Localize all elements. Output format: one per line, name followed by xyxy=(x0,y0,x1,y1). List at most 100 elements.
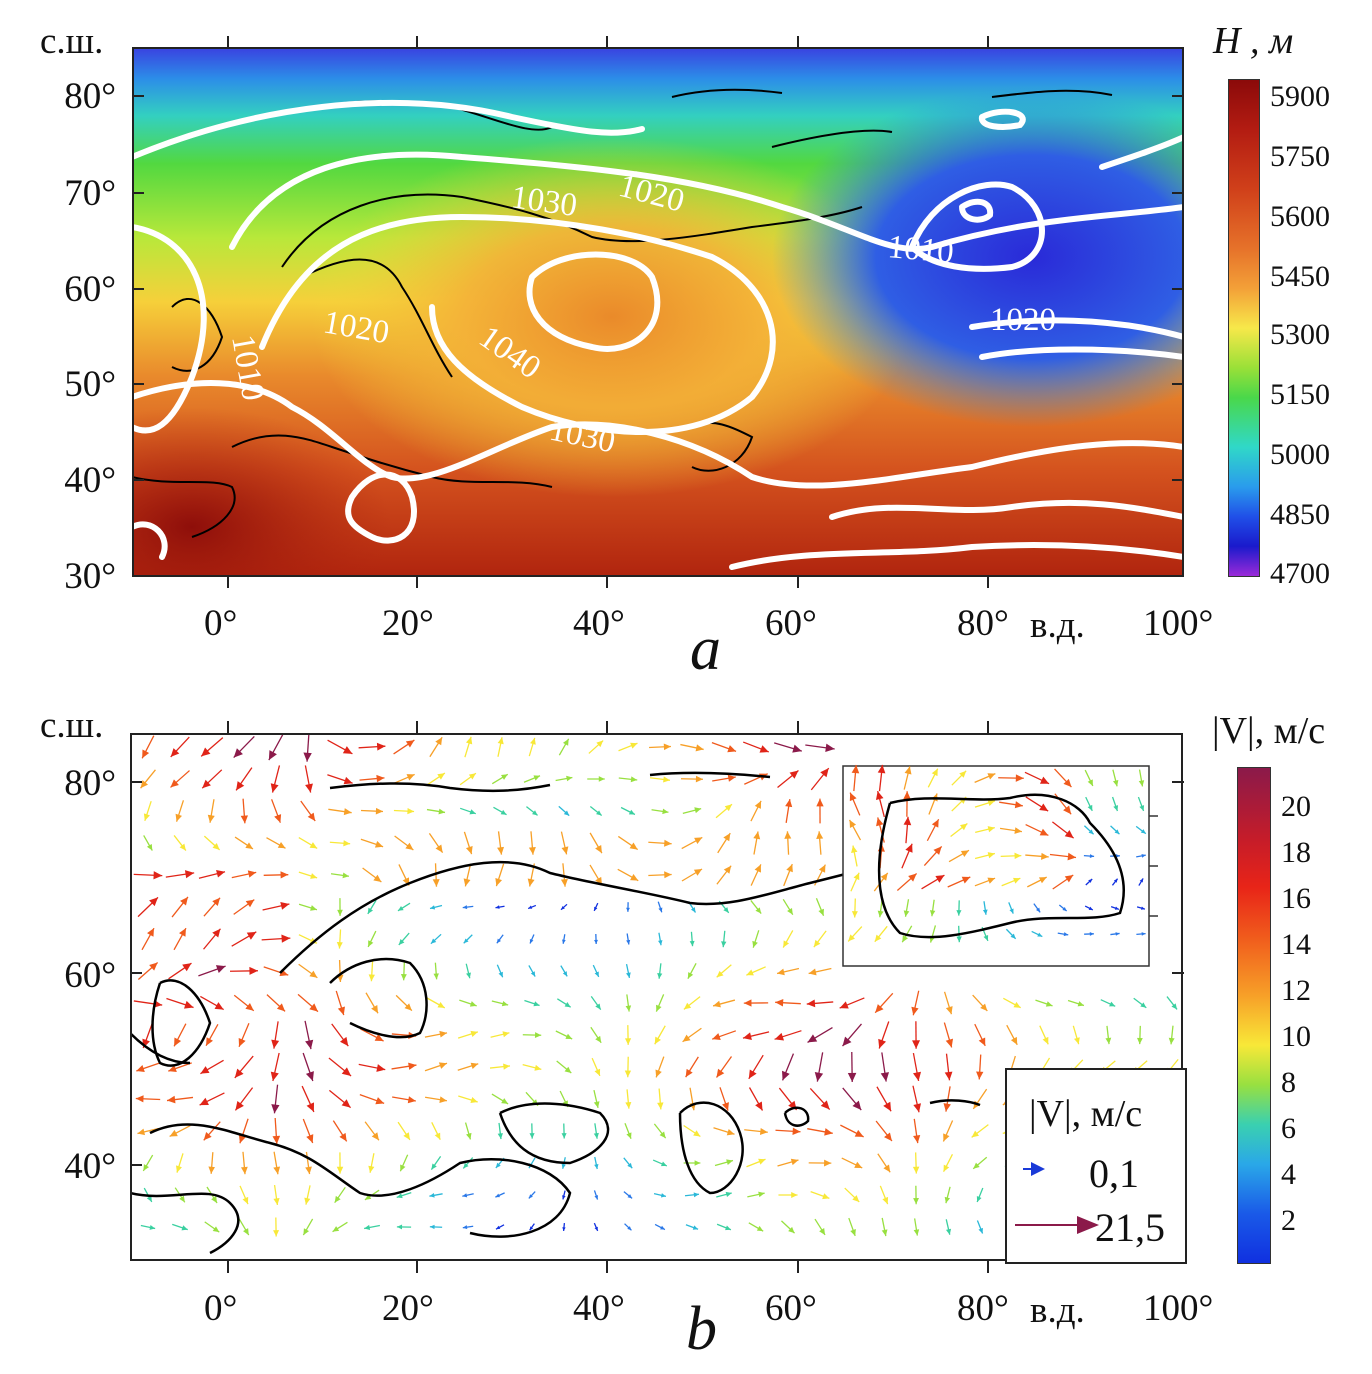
wind-arrow xyxy=(750,864,762,886)
wind-arrow xyxy=(230,966,258,975)
wind-arrow xyxy=(558,738,570,756)
wind-arrow xyxy=(393,739,415,755)
wind-arrow xyxy=(971,1124,989,1138)
colorbar-b-title: |V|, м/с xyxy=(1212,710,1326,752)
wind-arrow xyxy=(913,1218,920,1236)
inset-wind-arrow xyxy=(975,826,995,833)
wind-arrow xyxy=(809,1088,831,1110)
wind-arrow xyxy=(301,1085,315,1113)
inset-wind-arrow xyxy=(1110,932,1120,936)
wind-arrow xyxy=(623,1157,633,1169)
inset-wind-arrow xyxy=(999,827,1023,834)
inset-wind-arrow xyxy=(926,818,940,842)
wind-arrow xyxy=(589,832,603,854)
wind-arrow xyxy=(943,991,953,1015)
inset-wind-arrow xyxy=(974,852,996,860)
wind-arrow xyxy=(844,1187,860,1203)
wind-arrow xyxy=(653,1123,667,1139)
wind-arrow xyxy=(785,799,793,823)
wind-arrow xyxy=(298,871,318,879)
wind-arrow xyxy=(136,1062,160,1072)
wind-arrow xyxy=(562,1190,566,1200)
lat-label-b-60: 60° xyxy=(64,955,116,996)
wind-arrow xyxy=(556,998,572,1008)
wind-arrow xyxy=(913,1185,919,1205)
wind-arrow xyxy=(743,999,769,1007)
wind-arrow xyxy=(359,1093,385,1105)
wind-arrow xyxy=(593,1089,600,1109)
wind-arrow xyxy=(337,898,343,916)
inset-wind-arrow xyxy=(1031,930,1043,938)
wind-arrow xyxy=(715,1056,733,1078)
isobar-label-1020-east: 1020 xyxy=(990,302,1056,338)
wind-speed-legend: |V|, м/с 0,1 21,5 xyxy=(1005,1068,1187,1264)
wind-arrow xyxy=(560,903,568,911)
lat-unit-label: с.ш. xyxy=(40,21,104,62)
lon-label-20: 20° xyxy=(382,603,434,644)
wind-arrow xyxy=(272,1117,281,1145)
wind-arrow xyxy=(682,807,702,815)
wind-arrow xyxy=(141,735,155,759)
lon-label-100: 100° xyxy=(1143,603,1214,644)
wind-arrow xyxy=(234,1087,254,1111)
wind-arrow xyxy=(367,930,377,948)
wind-arrow xyxy=(393,773,415,785)
wind-arrow xyxy=(491,1000,509,1007)
wind-arrow xyxy=(875,1120,893,1142)
wind-arrow xyxy=(560,863,568,887)
wind-arrow xyxy=(273,1151,281,1175)
inset-wind-arrow xyxy=(956,900,962,916)
inset-wind-arrow xyxy=(1136,906,1146,910)
wind-arrow xyxy=(655,994,665,1012)
inset-wind-arrow xyxy=(1135,825,1147,835)
wind-arrow xyxy=(302,1118,314,1144)
wind-arrow xyxy=(463,934,473,944)
lon-unit-label: в.д. xyxy=(1030,605,1085,646)
wind-arrow xyxy=(657,901,663,913)
wind-arrow xyxy=(716,865,732,885)
wind-arrow xyxy=(681,868,703,882)
colorbar-b-tick-16: 16 xyxy=(1281,882,1311,915)
inset-wind-arrow xyxy=(1025,796,1049,812)
wind-arrow xyxy=(332,1221,348,1233)
wind-arrow xyxy=(175,1153,184,1173)
wind-arrow xyxy=(808,1159,832,1167)
wind-arrow xyxy=(912,1021,921,1049)
wind-arrow xyxy=(591,1057,601,1077)
wind-arrow xyxy=(1067,999,1085,1007)
inset-wind-arrow xyxy=(847,926,863,942)
inset-wind-arrow xyxy=(1112,769,1119,787)
wind-arrow xyxy=(562,934,566,944)
wind-arrow xyxy=(878,1021,890,1049)
inset-wind-arrow xyxy=(1085,878,1093,886)
wind-arrow xyxy=(428,832,444,854)
colorbar-b-tick-20: 20 xyxy=(1281,790,1311,823)
wind-arrow xyxy=(945,1219,952,1235)
wind-arrow xyxy=(807,1027,833,1043)
wind-arrow xyxy=(358,742,386,751)
legend-arrow-min xyxy=(1023,1162,1045,1176)
wind-arrow xyxy=(714,1159,734,1167)
lat-label-40: 40° xyxy=(64,460,116,501)
wind-arrow xyxy=(328,1089,352,1109)
wind-arrow xyxy=(327,774,353,785)
wind-arrow xyxy=(942,1120,954,1142)
wind-arrow xyxy=(433,962,439,980)
wind-arrow xyxy=(459,772,477,786)
colorbar-b-tick-18: 18 xyxy=(1281,836,1311,869)
wind-arrow xyxy=(336,1152,344,1174)
wind-arrow xyxy=(816,798,824,824)
wind-arrow xyxy=(233,735,255,759)
lon-label-40: 40° xyxy=(573,603,625,644)
wind-arrow xyxy=(753,831,761,855)
wind-arrow xyxy=(169,1124,191,1138)
wind-arrow xyxy=(742,1031,770,1041)
wind-arrow xyxy=(713,1127,735,1136)
inset-wind-arrow xyxy=(1054,768,1072,788)
wind-arrow xyxy=(135,1095,161,1103)
colorbar-b-tick-10: 10 xyxy=(1281,1020,1311,1053)
inset-wind-arrow xyxy=(998,774,1024,782)
wind-arrow xyxy=(879,1185,889,1205)
colorbar-a-tick-5150: 5150 xyxy=(1270,378,1330,411)
inset-wind-arrow xyxy=(873,872,889,892)
